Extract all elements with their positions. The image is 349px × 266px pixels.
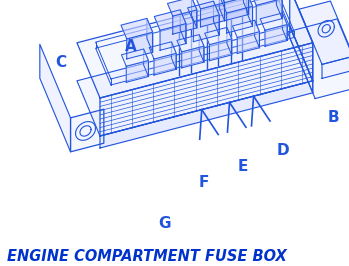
Polygon shape	[251, 0, 282, 5]
Polygon shape	[188, 1, 219, 22]
Polygon shape	[255, 20, 259, 48]
Polygon shape	[147, 18, 153, 52]
Polygon shape	[227, 27, 232, 55]
Polygon shape	[100, 43, 313, 136]
Polygon shape	[154, 53, 176, 75]
Polygon shape	[227, 6, 253, 33]
Text: E: E	[237, 159, 248, 174]
Polygon shape	[180, 10, 186, 44]
Polygon shape	[171, 42, 176, 69]
Polygon shape	[127, 32, 153, 59]
Polygon shape	[322, 56, 349, 78]
Polygon shape	[100, 81, 313, 148]
Polygon shape	[224, 0, 248, 21]
Polygon shape	[121, 49, 148, 66]
Text: C: C	[55, 55, 67, 70]
Polygon shape	[232, 20, 259, 38]
Polygon shape	[282, 13, 287, 40]
Polygon shape	[77, 0, 313, 98]
Polygon shape	[299, 1, 349, 64]
Polygon shape	[201, 3, 224, 27]
Polygon shape	[199, 35, 204, 62]
Polygon shape	[77, 26, 313, 136]
Polygon shape	[192, 0, 197, 28]
Polygon shape	[193, 15, 219, 42]
Polygon shape	[121, 18, 153, 39]
Polygon shape	[287, 19, 349, 98]
Polygon shape	[182, 46, 204, 68]
Polygon shape	[70, 109, 104, 152]
Text: ENGINE COMPARTMENT FUSE BOX: ENGINE COMPARTMENT FUSE BOX	[7, 249, 287, 264]
Polygon shape	[40, 44, 70, 152]
Text: B: B	[327, 110, 339, 124]
Polygon shape	[290, 0, 313, 81]
Polygon shape	[173, 10, 197, 34]
Polygon shape	[195, 0, 224, 9]
Polygon shape	[154, 10, 186, 30]
Polygon shape	[237, 32, 259, 53]
Polygon shape	[256, 0, 282, 25]
Polygon shape	[243, 0, 248, 14]
Polygon shape	[177, 35, 204, 52]
Polygon shape	[219, 0, 224, 21]
Polygon shape	[168, 0, 197, 16]
Polygon shape	[221, 0, 253, 13]
Text: A: A	[125, 39, 137, 54]
Polygon shape	[214, 1, 219, 35]
Polygon shape	[144, 49, 148, 77]
Polygon shape	[265, 24, 287, 46]
Polygon shape	[205, 27, 232, 45]
Polygon shape	[160, 24, 186, 50]
Polygon shape	[219, 0, 248, 3]
Polygon shape	[276, 0, 282, 19]
Polygon shape	[209, 39, 232, 61]
Polygon shape	[260, 13, 287, 30]
Polygon shape	[247, 0, 253, 26]
Polygon shape	[126, 60, 148, 82]
Polygon shape	[149, 42, 176, 59]
Text: G: G	[158, 216, 170, 231]
Text: F: F	[199, 175, 209, 190]
Text: D: D	[276, 143, 289, 158]
Polygon shape	[290, 26, 313, 93]
